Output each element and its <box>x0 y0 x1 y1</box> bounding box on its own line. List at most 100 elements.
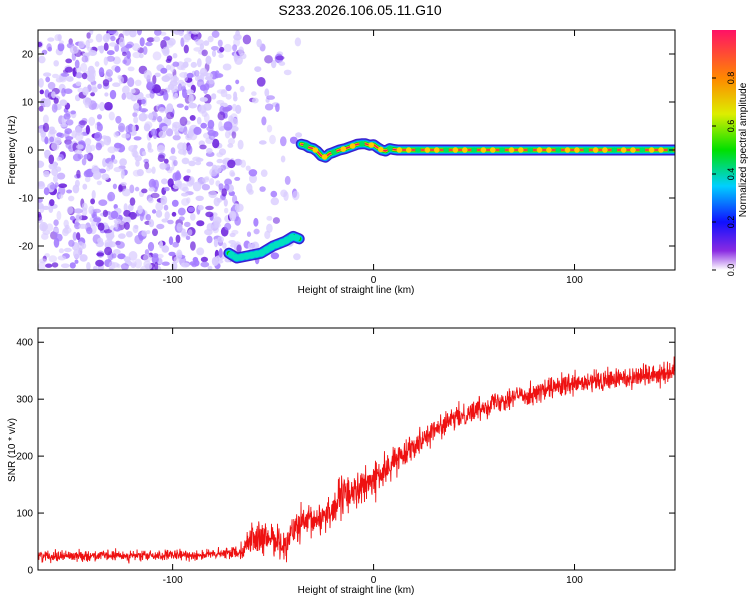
noise-speck <box>93 265 98 270</box>
noise-speck <box>222 242 227 249</box>
noise-speck <box>215 73 224 78</box>
noise-speck <box>70 110 76 115</box>
noise-speck <box>106 55 115 62</box>
noise-speck <box>98 199 108 206</box>
noise-speck <box>161 218 169 223</box>
noise-speck <box>251 91 257 96</box>
noise-speck <box>134 79 142 87</box>
noise-speck <box>112 249 121 255</box>
noise-speck <box>181 231 189 237</box>
noise-speck <box>64 66 73 73</box>
noise-speck <box>201 184 210 191</box>
noise-speck <box>264 230 271 240</box>
noise-speck <box>170 30 177 34</box>
noise-speck <box>170 85 179 92</box>
noise-speck <box>42 230 51 235</box>
noise-speck <box>88 205 95 215</box>
noise-speck <box>74 208 83 214</box>
noise-speck <box>266 124 273 133</box>
snr-panel: -100 0 100 0 100 200 300 400 Height of straight… <box>7 327 676 596</box>
noise-speck <box>157 115 163 123</box>
noise-speck <box>155 210 163 218</box>
noise-speck <box>91 221 97 227</box>
ridge-peak <box>331 149 337 155</box>
noise-speck <box>234 176 241 181</box>
noise-speck <box>144 161 150 170</box>
noise-speck <box>246 231 252 237</box>
noise-speck <box>110 210 119 219</box>
noise-speck <box>161 125 169 132</box>
noise-speck <box>217 236 225 243</box>
noise-speck <box>189 115 196 121</box>
noise-speck <box>139 37 145 47</box>
noise-speck <box>109 89 117 100</box>
noise-speck <box>65 58 73 64</box>
noise-speck <box>271 60 277 69</box>
noise-speck <box>151 166 156 174</box>
noise-speck <box>207 119 215 129</box>
noise-speck <box>193 126 202 135</box>
noise-speck <box>103 135 112 146</box>
ridge-peak <box>602 147 608 153</box>
ridge-peak <box>396 147 403 153</box>
noise-speck <box>58 40 64 45</box>
noise-speck <box>216 152 224 158</box>
noise-speck <box>75 125 83 136</box>
spectral-ridge <box>223 230 305 264</box>
noise-speck <box>118 233 126 239</box>
noise-speck <box>160 67 168 74</box>
noise-speck <box>158 130 167 139</box>
noise-speck <box>157 154 165 162</box>
colorbar-gradient <box>712 30 736 270</box>
noise-speck <box>143 123 151 132</box>
noise-speck <box>84 138 92 146</box>
ridge-peak <box>387 145 393 152</box>
noise-speck <box>142 253 152 262</box>
noise-speck <box>112 82 121 87</box>
noise-speck <box>200 261 210 268</box>
snr-series-line <box>38 356 675 564</box>
noise-speck <box>170 147 176 155</box>
noise-speck <box>104 92 109 97</box>
noise-speck <box>146 230 151 235</box>
noise-speck <box>81 202 88 211</box>
noise-speck <box>253 217 259 227</box>
y-tick-label: 20 <box>22 50 34 61</box>
noise-speck <box>108 111 115 121</box>
ridge-peak <box>527 147 533 153</box>
noise-speck <box>172 53 178 59</box>
y-tick-label: -20 <box>19 242 34 253</box>
noise-speck <box>292 190 300 201</box>
noise-speck <box>153 179 159 190</box>
noise-speck <box>48 255 58 263</box>
noise-speck <box>278 61 286 66</box>
spectrogram-ylabel: Frequency (Hz) <box>7 116 18 185</box>
noise-speck <box>195 157 204 162</box>
noise-speck <box>105 33 111 40</box>
noise-speck <box>223 121 233 131</box>
noise-speck <box>200 256 208 263</box>
noise-speck <box>211 256 219 266</box>
noise-speck <box>87 38 94 44</box>
noise-speck <box>188 176 195 186</box>
noise-speck <box>60 263 70 269</box>
noise-speck <box>194 70 200 77</box>
ridge-peak <box>620 147 627 153</box>
noise-speck <box>90 198 95 205</box>
noise-speck <box>190 61 197 68</box>
noise-speck <box>224 207 229 214</box>
noise-speck <box>57 42 65 52</box>
noise-speck <box>185 235 191 240</box>
ridge-peak <box>499 147 505 153</box>
noise-speck <box>147 197 154 204</box>
noise-speck <box>163 204 169 211</box>
ridge-peak <box>462 147 468 153</box>
noise-speck <box>181 157 190 165</box>
noise-speck <box>118 184 123 193</box>
noise-speck <box>231 130 237 139</box>
noise-speck <box>105 69 113 77</box>
ridge-peak <box>508 147 515 153</box>
noise-speck <box>183 44 189 54</box>
noise-speck <box>138 53 144 59</box>
noise-speck <box>239 52 247 60</box>
